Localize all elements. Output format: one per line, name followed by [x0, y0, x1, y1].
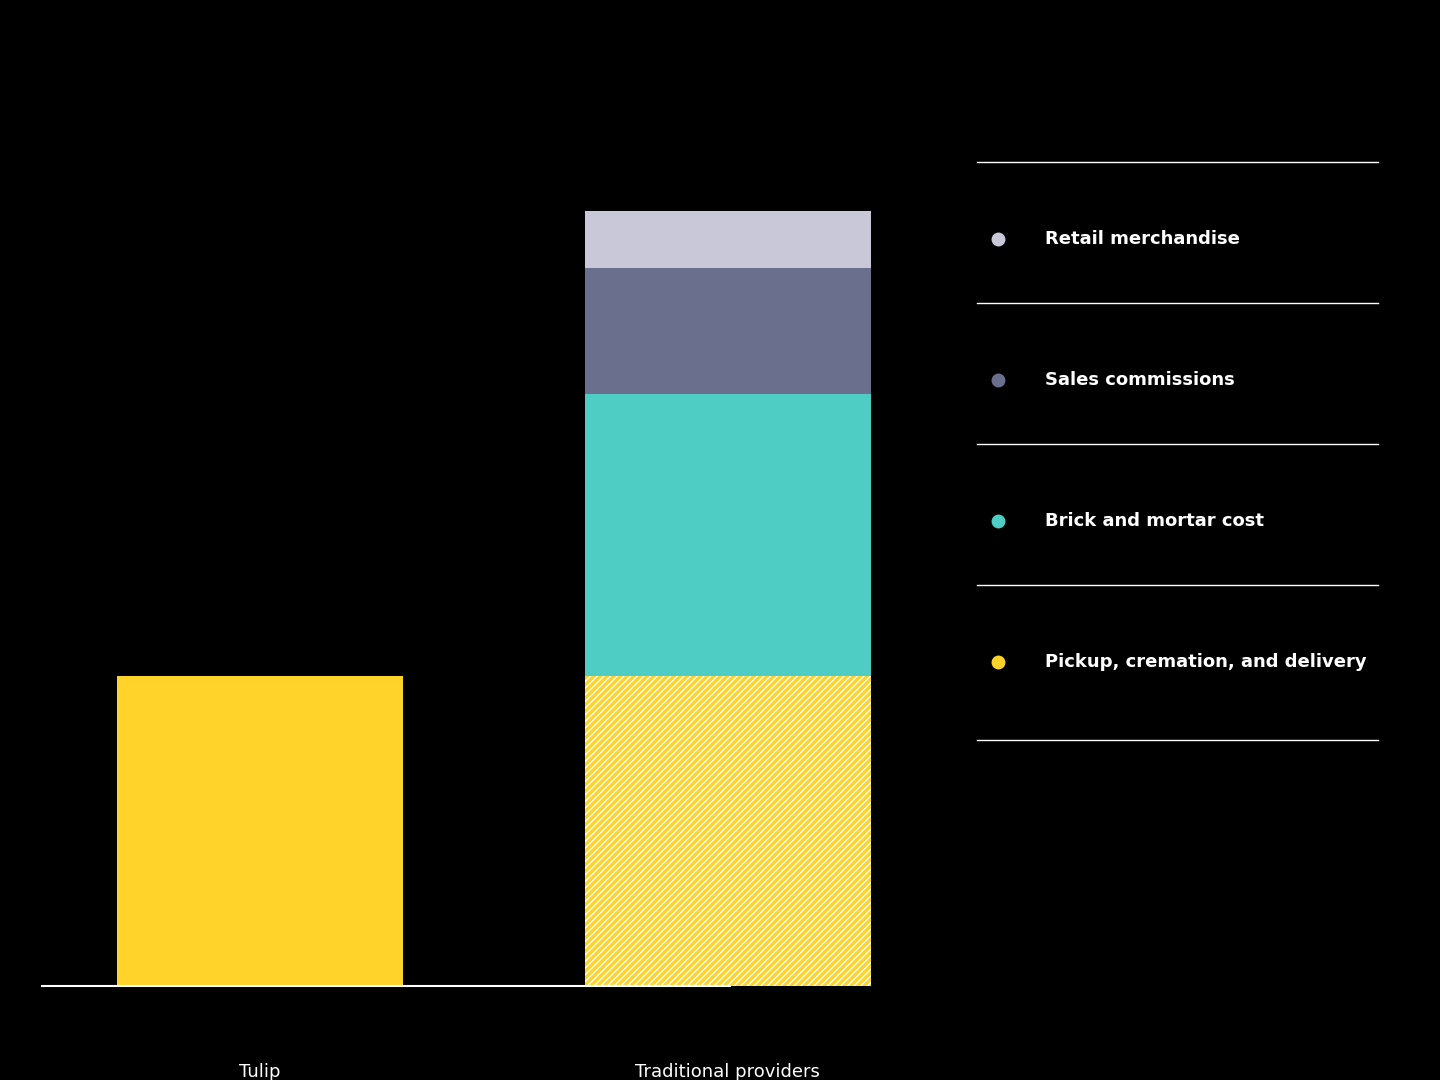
Bar: [585, 212, 871, 268]
Bar: [117, 676, 403, 986]
Text: Sales commissions: Sales commissions: [1045, 372, 1234, 389]
Text: Brick and mortar cost: Brick and mortar cost: [1045, 512, 1264, 530]
Bar: [585, 676, 871, 986]
Text: Pickup, cremation, and delivery: Pickup, cremation, and delivery: [1045, 653, 1367, 671]
Text: Retail merchandise: Retail merchandise: [1045, 230, 1240, 248]
Text: Tulip: Tulip: [239, 1064, 281, 1080]
Bar: [585, 268, 871, 394]
Text: Traditional providers: Traditional providers: [635, 1064, 821, 1080]
Bar: [585, 394, 871, 676]
